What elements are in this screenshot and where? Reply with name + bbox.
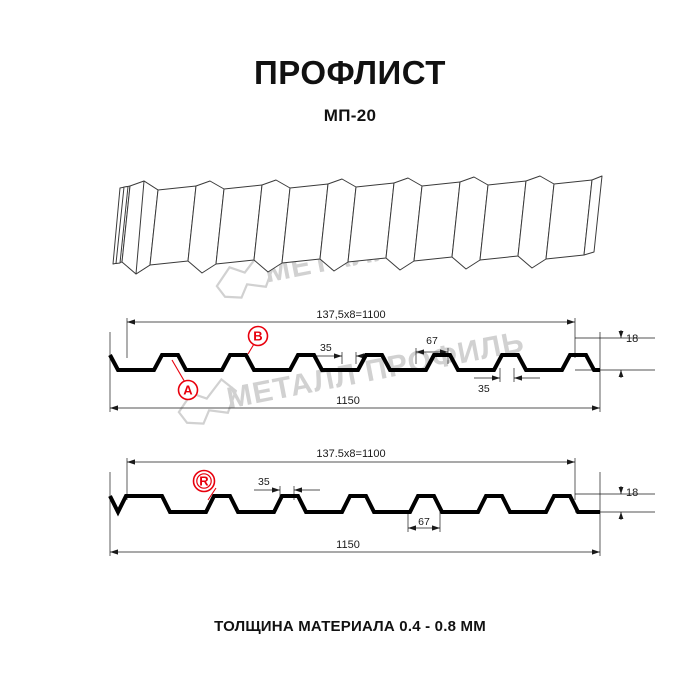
dimension-rib-pitch-lower: [474, 368, 540, 382]
dimension-height-label: 18: [626, 487, 638, 499]
balloon-a-label: A: [183, 383, 193, 398]
witness-lines: [109, 318, 655, 412]
dimension-rib-pitch-upper-label: 35: [258, 476, 270, 488]
profile-section-line: [108, 353, 600, 372]
dimension-working-width: [127, 319, 575, 325]
watermark-lower: МЕТАЛЛ ПРОФИЛЬ: [177, 325, 527, 425]
profiled-sheet-isometric: [112, 175, 603, 275]
dimension-working-width-label: 137,5x8=1100: [316, 309, 385, 321]
balloon-r: R: [192, 469, 217, 501]
balloon-b: B: [247, 325, 269, 355]
dimension-overall-width: [110, 549, 600, 555]
dimension-height: [618, 486, 624, 520]
balloon-r-label: R: [199, 474, 209, 489]
material-thickness-caption: ТОЛЩИНА МАТЕРИАЛА 0.4 - 0.8 ММ: [214, 618, 486, 635]
dimension-height-label: 18: [626, 333, 638, 345]
dimension-overall-width-label: 1150: [336, 395, 360, 407]
drawing-profile-bottom-view: 137.5x8=1100 1150 18: [108, 448, 655, 556]
page-title: ПРОФЛИСТ: [254, 54, 446, 91]
page-subtitle: МП-20: [323, 106, 377, 125]
dimension-height: [618, 330, 624, 378]
profile-section-line: [108, 494, 600, 517]
balloon-r-circle-inner: [196, 473, 212, 489]
watermark-logo-icon: [177, 377, 238, 425]
caption-block: ТОЛЩИНА МАТЕРИАЛА 0.4 - 0.8 ММ: [0, 618, 700, 635]
balloon-b-label: B: [253, 329, 262, 344]
dimension-flat-top-label: 67: [426, 335, 438, 347]
witness-lines: [109, 458, 655, 556]
title-block: ПРОФЛИСТ МП-20: [0, 56, 700, 124]
dimension-flat-bottom: [407, 512, 441, 532]
balloon-a: A: [171, 359, 199, 401]
dimension-overall-width-label: 1150: [336, 539, 360, 551]
dimension-rib-pitch-lower-label: 35: [478, 383, 490, 395]
dimension-overall-width: [110, 405, 600, 411]
dimension-working-width: [127, 459, 575, 465]
balloon-b-circle: [247, 325, 269, 347]
dimension-flat-bottom-label: 67: [418, 516, 430, 528]
watermark-logo-icon: [215, 251, 276, 299]
dimension-working-width-label: 137.5x8=1100: [316, 448, 385, 460]
dimension-rib-pitch-upper-label: 35: [320, 342, 332, 354]
corrugation-cells: [121, 175, 593, 275]
drawing-profile-top-view: 137,5x8=1100 1150 18: [108, 309, 655, 412]
balloon-a-circle: [177, 379, 199, 401]
